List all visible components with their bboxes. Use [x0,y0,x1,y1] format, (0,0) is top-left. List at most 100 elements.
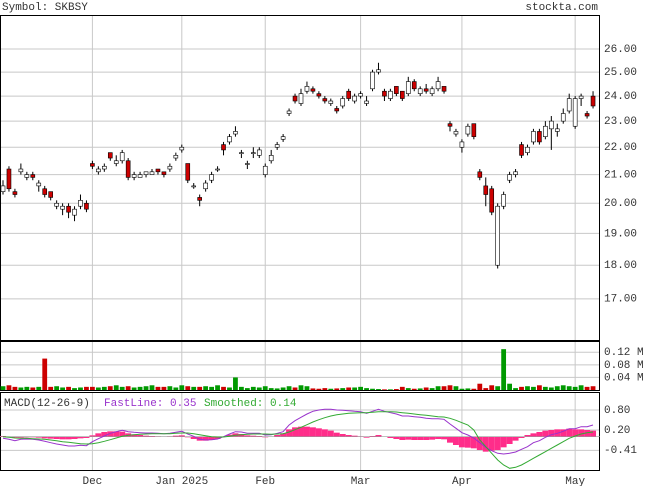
macd-histogram-bar [29,436,36,438]
volume-bar [179,385,185,390]
volume-bar [113,385,119,390]
candle-body [531,131,536,143]
volume-bar [423,387,429,390]
volume-bar [441,386,447,390]
volume-bar [268,388,274,390]
volume-bar [376,389,381,390]
candle-body [453,131,459,135]
macd-histogram-bar [95,433,102,437]
candle-body [84,202,89,210]
volume-bar [352,387,358,390]
candle-body [137,174,143,178]
candle-body [519,144,524,156]
volume-bar [66,386,71,390]
macd-histogram-bar [250,435,257,437]
macd-histogram-bar [286,429,293,437]
macd-histogram-bar [590,430,597,437]
candle-body [113,160,119,164]
volume-bar [48,386,54,390]
macd-histogram-bar [17,436,24,438]
volume-bar [411,388,417,390]
macd-histogram-bar [429,436,436,440]
macd-histogram-bar [494,436,501,450]
volume-bar [298,385,304,390]
candle-body [48,191,53,198]
macd-histogram-bar [77,436,84,439]
candle-body [221,144,226,151]
macd-histogram-bar [542,430,549,437]
macd-histogram-bar [309,427,316,437]
y-tick-label: 0.12 M [604,347,644,359]
macd-histogram-bar [35,436,42,438]
candle-body [376,69,381,73]
candle-body [274,144,280,148]
volume-bar [507,383,512,390]
volume-bar [447,385,453,390]
macd-line [2,411,594,469]
panel-frame [0,15,600,341]
y-tick-label: 26.00 [604,44,637,56]
macd-histogram-bar [482,436,489,452]
candle-body [489,188,495,213]
x-tick-label: May [565,476,585,486]
candle-body [328,100,334,104]
volume-bar [24,386,30,390]
macd-histogram-bar [441,436,448,440]
candle-body [471,123,477,137]
volume-bar [6,385,12,390]
volume-bar [399,386,405,390]
macd-histogram-bar [476,436,483,450]
macd-histogram-bar [375,435,382,437]
volume-bar [36,386,42,390]
candle-body [364,100,369,104]
x-tick-label: Feb [255,476,275,486]
macd-histogram-bar [137,435,144,437]
volume-bar [304,386,310,390]
legend-entry: FastLine: 0.35 [104,398,196,410]
candle-body [30,174,36,178]
candle-body [513,171,518,175]
volume-bar [155,386,161,390]
macd-histogram-bar [59,436,66,440]
volume-bar [566,386,572,390]
candle-body [549,120,554,130]
candle-body [102,165,107,170]
volume-bar [185,386,191,390]
macd-histogram-bar [369,436,376,437]
macd-histogram-bar [566,428,573,437]
candle-body [382,90,387,97]
volume-bar [286,386,292,390]
volume-bar [227,387,232,390]
volume-bar [358,386,363,390]
candle-body [233,131,238,135]
macd-histogram-bar [417,436,424,440]
candle-body [155,168,161,173]
candle-body [346,90,351,99]
candle-body [352,95,357,102]
y-tick-label: 25.00 [604,67,637,79]
volume-bar [417,388,423,390]
panel-frame [0,341,600,391]
candle-body [310,88,316,92]
volume-bar [203,386,209,390]
macd-histogram-bar [202,436,209,441]
volume-bar [119,386,125,390]
macd-histogram-bar [113,431,120,437]
volume-bar [405,388,411,390]
macd-histogram-bar [536,432,543,437]
macd-histogram-bar [488,436,495,451]
candle-body [370,71,375,90]
candle-body [292,95,298,102]
candle-body [66,205,71,213]
macd-histogram-bar [458,436,465,448]
candle-body [203,182,208,190]
volume-bar [388,389,393,390]
macd-histogram-bar [244,435,251,437]
candle-body [298,93,304,104]
macd-histogram-bar [41,436,48,439]
site-label: stockta.com [525,2,598,14]
volume-bar [542,386,548,390]
macd-histogram-bar [101,432,108,437]
volume-bar [221,386,226,390]
macd-histogram-bar [327,430,334,437]
